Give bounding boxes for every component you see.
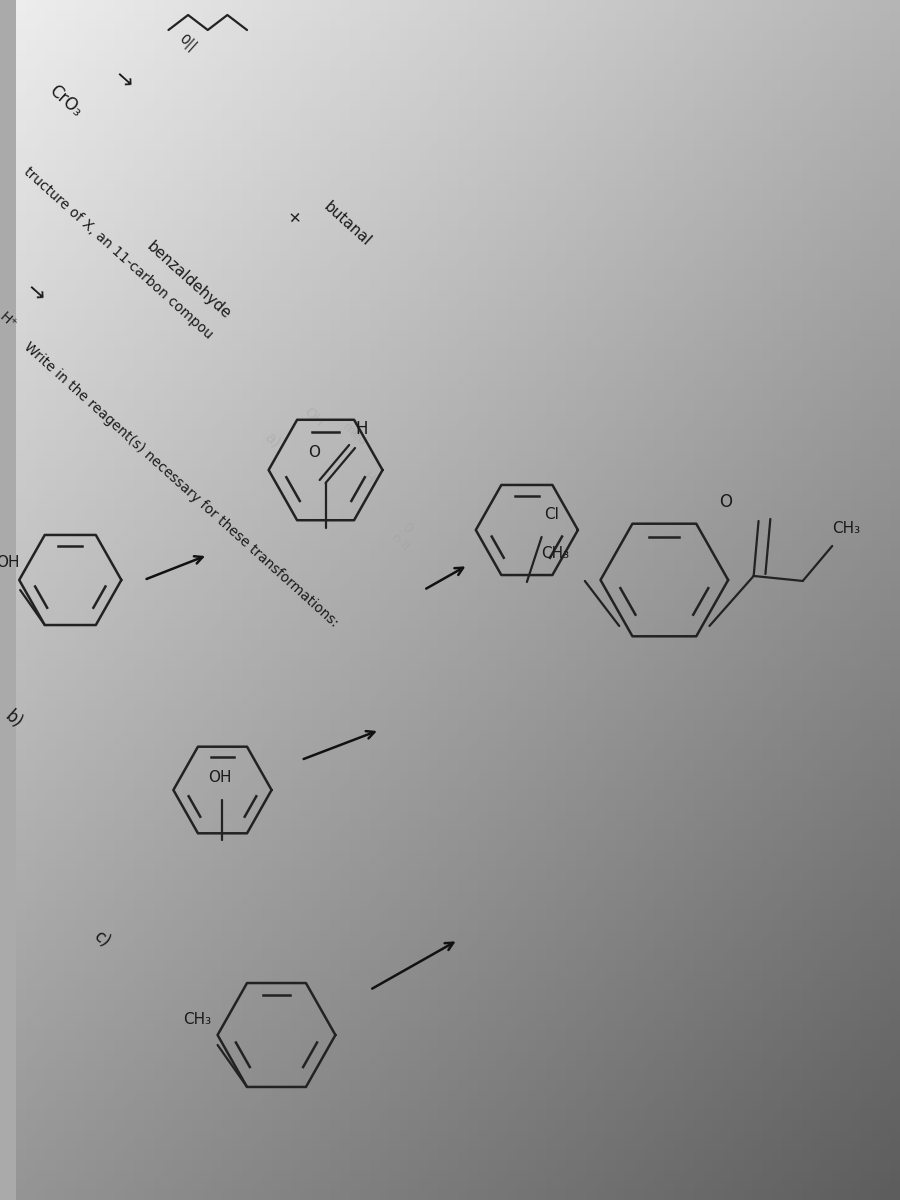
- Text: H⁺: H⁺: [0, 310, 19, 331]
- Text: Write in the reagent(s) necessary for these transformations:: Write in the reagent(s) necessary for th…: [22, 340, 341, 630]
- Text: a): a): [262, 428, 284, 450]
- Text: CH₃: CH₃: [832, 521, 860, 536]
- Text: 0: 0: [400, 520, 415, 536]
- Text: c): c): [90, 926, 113, 950]
- Text: OH: OH: [0, 556, 19, 570]
- Text: +: +: [282, 206, 304, 230]
- Text: tructure of X, an 11-carbon compou: tructure of X, an 11-carbon compou: [22, 164, 216, 342]
- Text: med: med: [340, 420, 370, 449]
- Text: H: H: [360, 469, 377, 487]
- Text: O: O: [719, 493, 733, 511]
- Text: OH: OH: [208, 770, 231, 785]
- Text: →: →: [110, 67, 137, 95]
- Text: butanal: butanal: [320, 199, 374, 248]
- Text: OH: OH: [301, 404, 326, 430]
- Text: O: O: [308, 445, 320, 460]
- Text: benzaldehyde: benzaldehyde: [144, 239, 234, 322]
- Text: Cl: Cl: [544, 506, 560, 522]
- Text: b): b): [2, 707, 26, 731]
- Text: 0||: 0||: [176, 31, 200, 54]
- Text: H: H: [355, 420, 367, 438]
- Text: CrO₃: CrO₃: [46, 82, 86, 120]
- Text: →: →: [22, 280, 49, 307]
- Text: CH₃: CH₃: [184, 1012, 212, 1027]
- Text: CH₃: CH₃: [541, 546, 569, 560]
- Text: n II: n II: [390, 530, 412, 553]
